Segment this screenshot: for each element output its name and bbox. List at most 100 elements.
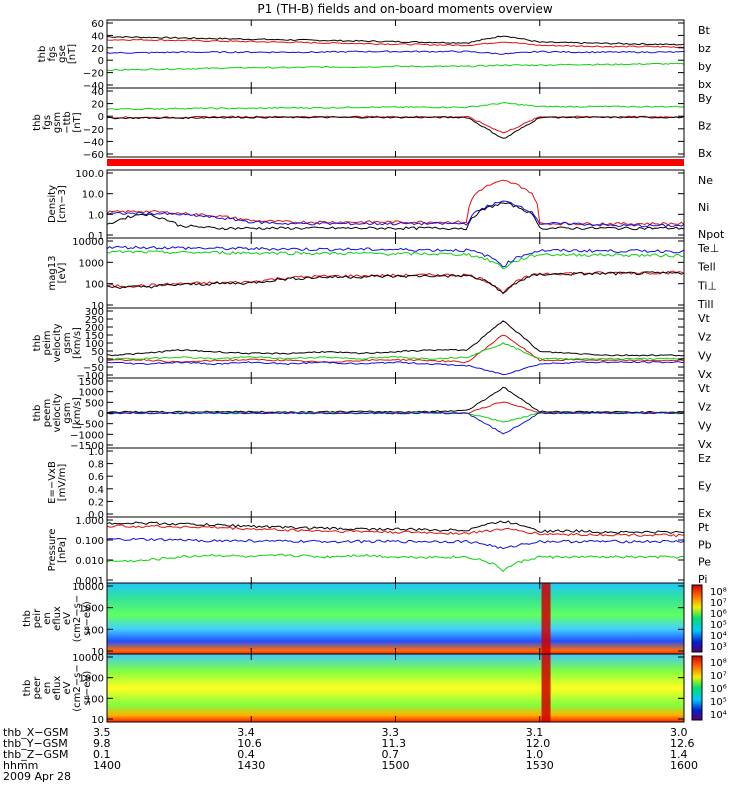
y-tick-label: 0 xyxy=(98,355,104,366)
series-Vx xyxy=(106,411,685,435)
series-Vy xyxy=(106,342,685,360)
y-tick-label: 1500 xyxy=(79,377,104,388)
y-tick-label: 200 xyxy=(85,323,104,334)
y-tick-label: −40 xyxy=(83,137,104,148)
panel-p3: 100.0 10.0 1.0 0.1 Density [cm−3] Ne Ni Npot xyxy=(47,169,725,242)
series-Ne xyxy=(106,179,685,226)
ephemeris-value: 1.0 xyxy=(525,748,544,761)
colorbar-tick: 10⁴ xyxy=(710,631,727,642)
series-Pe xyxy=(106,537,685,550)
legend-Tell: Tell xyxy=(697,261,716,274)
event-stripe xyxy=(541,583,551,654)
y-tick-label: 0.2 xyxy=(88,497,104,508)
series-by xyxy=(106,62,685,72)
legend-Vt: Vt xyxy=(698,382,711,395)
y-tick-label: 0 xyxy=(98,409,104,420)
y-axis-label: thb xyxy=(32,335,43,352)
legend-by: by xyxy=(698,60,712,73)
y-axis-label: gse xyxy=(57,45,68,63)
y-axis-label: [eV] xyxy=(57,263,68,284)
colorbar-tick: 10⁸ xyxy=(710,658,727,669)
panel-p8: 1.000 0.100 0.010 0.001 Pressure [nPa] Pt Pb Pe P… xyxy=(47,516,712,587)
y-axis-label: eV xyxy=(62,681,73,694)
series-Te⊥ xyxy=(106,270,685,295)
y-tick-label: 300 xyxy=(85,307,104,318)
colorbar-tick: 10⁶ xyxy=(710,609,727,620)
ephemeris-value: 1500 xyxy=(381,759,410,772)
y-axis-label: peer xyxy=(32,676,43,700)
legend-Npot: Npot xyxy=(698,228,725,241)
y-tick-label: 0.001 xyxy=(75,576,104,587)
y-tick-label: 0.0 xyxy=(88,510,104,521)
legend-Till: Till xyxy=(697,298,714,311)
y-tick-label: 250 xyxy=(85,315,104,326)
panel-p10: 10⁸ 10⁷ 10⁶ 10⁵ 10⁴ 10000 1000 100 10 thb peer en ef… xyxy=(22,653,727,726)
y-tick-label: 1.000 xyxy=(75,516,104,527)
y-axis-label: gsm xyxy=(62,332,73,353)
series-By xyxy=(106,102,685,111)
y-tick-label: 1000 xyxy=(79,674,104,685)
y-tick-label: −20 xyxy=(83,125,104,136)
ephemeris-value: 12.6 xyxy=(670,737,695,750)
y-axis-label: velocity xyxy=(52,323,63,362)
spectrogram-p10 xyxy=(107,654,684,722)
y-tick-label: 1.0 xyxy=(88,210,104,221)
series-Vt xyxy=(106,386,685,414)
ephemeris-value: 10.6 xyxy=(237,737,262,750)
ephemeris-row-label: thb_Z−GSM xyxy=(3,748,69,761)
legend-Vt: Vt xyxy=(698,312,711,325)
y-tick-label: 10 xyxy=(91,301,104,312)
colorbar xyxy=(691,584,703,653)
y-axis-label: (cm2−s− xyxy=(72,664,83,711)
y-axis-label: [nT] xyxy=(67,44,78,64)
legend-Pi: Pi xyxy=(698,573,707,586)
y-axis-label: sr−eV) xyxy=(82,671,93,706)
ephemeris-value: 3.5 xyxy=(93,726,111,739)
legend-bz: bz xyxy=(698,42,711,55)
panel-p7: 1.0 0.80.6 0.40.2 0.0 E=−VxB [mV/m] Ez Ey Ex xyxy=(47,447,712,521)
panel-frame xyxy=(106,447,685,518)
y-tick-label: 60 xyxy=(91,19,104,30)
y-tick-label: 50 xyxy=(91,347,104,358)
series-Till xyxy=(106,250,685,270)
y-axis-label: [mV/m] xyxy=(57,464,68,502)
ephemeris-row-label: hhmm xyxy=(3,759,39,772)
spectrogram-p9 xyxy=(107,583,684,654)
ephemeris-value: 1530 xyxy=(525,759,554,772)
panel-frame xyxy=(106,87,685,158)
y-axis-label: peir xyxy=(32,608,43,628)
y-axis-label: [km/s] xyxy=(72,327,83,359)
colorbar-tick: 10⁵ xyxy=(710,697,727,708)
legend-Ey: Ey xyxy=(698,480,712,493)
ephemeris-value: 11.3 xyxy=(381,737,407,750)
colorbar-tick: 10⁷ xyxy=(710,671,727,682)
y-axis-label: fgs xyxy=(42,115,53,130)
ephemeris-value: 0.1 xyxy=(93,748,111,761)
y-axis-label: (cm2−s− xyxy=(72,595,83,642)
y-axis-label: eV xyxy=(62,612,73,625)
y-tick-label: −1500 xyxy=(70,441,104,452)
legend-Bt: Bt xyxy=(698,24,711,37)
y-tick-label: 1000 xyxy=(79,388,104,399)
legend-Vz: Vz xyxy=(698,331,712,344)
y-axis-label: [cm−3] xyxy=(57,185,68,223)
y-tick-label: 1000 xyxy=(79,258,104,269)
y-axis-label: [nPa] xyxy=(57,537,68,563)
y-tick-label: −500 xyxy=(77,420,104,431)
ephemeris-value: 3.1 xyxy=(525,726,544,739)
y-axis-label: E=−VxB xyxy=(47,461,58,504)
colorbar-tick: 10⁵ xyxy=(710,620,727,631)
legend-Ex: Ex xyxy=(698,507,712,520)
y-tick-label: 0 xyxy=(98,56,104,67)
legend-By: By xyxy=(698,92,713,105)
y-axis-label: en xyxy=(42,682,53,695)
series-Vz xyxy=(106,334,685,364)
series-Vt xyxy=(107,320,685,357)
y-tick-label: −40 xyxy=(83,81,104,92)
ephemeris-value: 3.0 xyxy=(670,726,688,739)
y-tick-label: 10000 xyxy=(72,237,104,248)
y-tick-label: 100 xyxy=(85,625,104,636)
